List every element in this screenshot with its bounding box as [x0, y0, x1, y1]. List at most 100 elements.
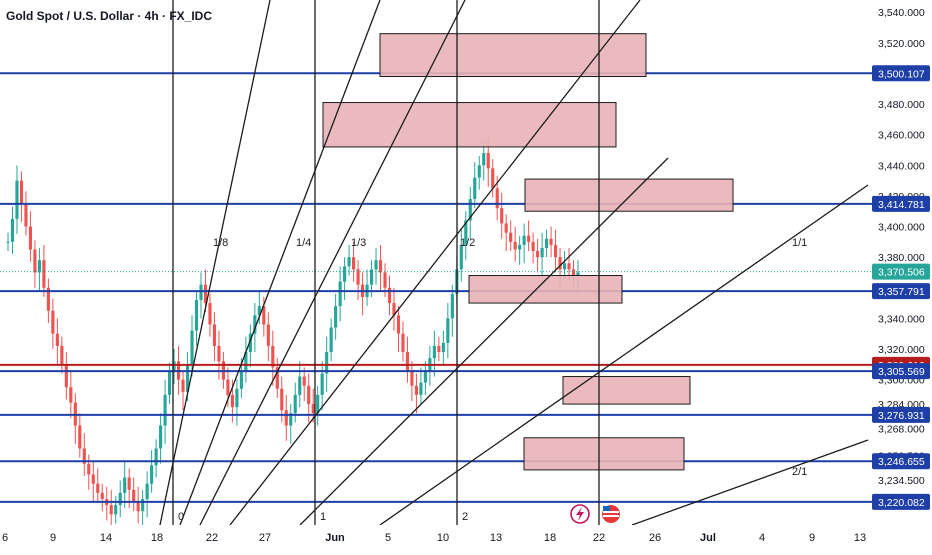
candle-body [19, 180, 24, 204]
flag-stripe [603, 511, 619, 513]
fan-line[interactable] [299, 157, 669, 526]
candle-body [464, 220, 468, 245]
zone-box[interactable] [523, 437, 685, 471]
candle-body [46, 287, 50, 311]
candle-body [194, 300, 199, 331]
price-tag [872, 493, 930, 510]
candle-body [15, 180, 19, 219]
candle-body [356, 269, 360, 285]
price-tag-label: 3,220.082 [878, 497, 925, 509]
time-tick-label: 26 [649, 532, 661, 544]
fan-line[interactable] [179, 0, 381, 526]
candle-body [275, 367, 279, 389]
candle-body [540, 247, 544, 258]
time-tick-label: 4 [759, 532, 765, 544]
candle-body [553, 244, 558, 258]
candle-body [491, 168, 495, 189]
candle-body [145, 483, 149, 499]
candle-body [217, 345, 221, 362]
price-tags-layer: 3,500.1073,414.7813,357.7913,309.6163,30… [872, 65, 930, 510]
candle-body [91, 474, 95, 484]
candle-body [42, 260, 46, 288]
time-tick-label: 6 [2, 532, 8, 544]
price-tick-label: 3,400.000 [878, 222, 925, 234]
candle-body [316, 394, 320, 414]
candle-body [522, 235, 526, 245]
candle-body [141, 498, 145, 512]
candle-body [302, 376, 306, 386]
price-tag-label: 3,500.107 [878, 68, 925, 80]
candle-body [253, 315, 257, 334]
candle-body [536, 251, 540, 258]
candle-body [185, 364, 190, 392]
fan-label: 1/3 [351, 237, 366, 249]
candle-body [558, 257, 562, 270]
candle-body [486, 153, 490, 169]
candle-body [329, 327, 333, 353]
zone-box[interactable] [562, 376, 691, 405]
candle-body [136, 502, 140, 512]
candle-body [495, 188, 499, 209]
zone-box[interactable] [524, 178, 734, 212]
candle-body [284, 410, 288, 426]
candle-body [334, 306, 338, 328]
price-tag-label: 3,246.655 [878, 456, 925, 468]
candle-body [378, 260, 383, 273]
zone-box[interactable] [379, 33, 647, 78]
candle-body [401, 333, 405, 353]
levels-layer [0, 72, 872, 503]
candle-body [203, 284, 208, 304]
price-tick-label: 3,460.000 [878, 130, 925, 142]
candle-body [64, 364, 68, 388]
candle-body [396, 315, 401, 334]
candle-body [163, 394, 167, 426]
candle-body [127, 477, 131, 490]
candle-body [374, 260, 378, 270]
fan-line[interactable] [631, 439, 869, 526]
candle-body [446, 318, 450, 343]
candle-body [513, 241, 517, 250]
time-tick-label: 9 [809, 532, 815, 544]
fan-lines-layer: 1/8 1/4 1/3 1/2 1/1 2/1 [159, 0, 869, 526]
fan-line[interactable] [229, 0, 641, 526]
time-axis-background [0, 525, 872, 550]
chart-title: Gold Spot / U.S. Dollar · 4h · FX_IDC [6, 9, 212, 23]
flag-stripe [603, 515, 619, 517]
cycle-label: 0 [178, 511, 184, 523]
fan-line[interactable] [379, 184, 869, 526]
candle-body [405, 352, 410, 371]
time-tick-label: Jul [700, 532, 716, 544]
fan-line[interactable] [159, 0, 271, 526]
price-tick-label: 3,540.000 [878, 7, 925, 19]
candle-body [450, 293, 454, 319]
time-axis[interactable]: 6 9 14 18 22 27 Jun 5 10 13 18 22 26 Jul 4 9 13 [0, 525, 872, 550]
time-tick-label: Jun [325, 532, 345, 544]
candle-body [82, 448, 86, 464]
candle-body [414, 385, 418, 395]
candle-body [509, 232, 513, 242]
candle-body [419, 382, 423, 395]
candle-body [132, 489, 136, 503]
price-tag [872, 406, 930, 423]
candle-body [311, 404, 315, 414]
price-tag-label: 3,357.791 [878, 286, 925, 298]
candle-body [352, 257, 356, 270]
fan-label: 1/8 [213, 237, 228, 249]
candle-body [504, 223, 508, 233]
time-tick-label: 10 [437, 532, 449, 544]
candle-body [60, 345, 64, 365]
fan-label: 1/4 [296, 237, 311, 249]
candle-body [320, 373, 324, 395]
candle-body [114, 505, 118, 515]
candle-body [518, 244, 522, 250]
candle-body [154, 448, 158, 466]
fan-line[interactable] [199, 0, 466, 526]
zone-box[interactable] [322, 102, 617, 148]
price-tick-label: 3,480.000 [878, 99, 925, 111]
time-tick-label: 13 [490, 532, 502, 544]
candle-body [338, 281, 342, 307]
candle-body [477, 165, 481, 178]
cycle-label: 2 [462, 511, 468, 523]
